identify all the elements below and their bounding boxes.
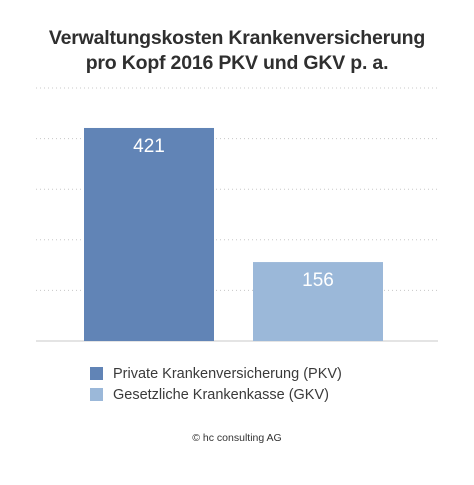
bar-gkv [253,262,383,341]
legend-label-gkv: Gesetzliche Krankenkasse (GKV) [113,386,329,403]
copyright-notice: © hc consulting AG [192,432,282,444]
legend-swatch-pkv [90,367,103,380]
legend-item-pkv: Private Krankenversicherung (PKV) [90,364,342,383]
legend: Private Krankenversicherung (PKV) Gesetz… [90,364,342,406]
data-label-gkv: 156 [302,270,334,291]
bar-pkv [84,127,214,341]
chart-title-line-1: Verwaltungskosten Krankenversicherung [48,27,426,49]
data-label-pkv: 421 [133,136,165,157]
chart-title-line-2: pro Kopf 2016 PKV und GKV p. a. [85,52,389,74]
legend-item-gkv: Gesetzliche Krankenkasse (GKV) [90,385,342,404]
data-labels: 421 156 [133,136,334,291]
bars [84,127,383,341]
legend-label-pkv: Private Krankenversicherung (PKV) [113,365,342,382]
legend-swatch-gkv [90,388,103,401]
chart-title: Verwaltungskosten Krankenversicherung pr… [0,26,474,76]
